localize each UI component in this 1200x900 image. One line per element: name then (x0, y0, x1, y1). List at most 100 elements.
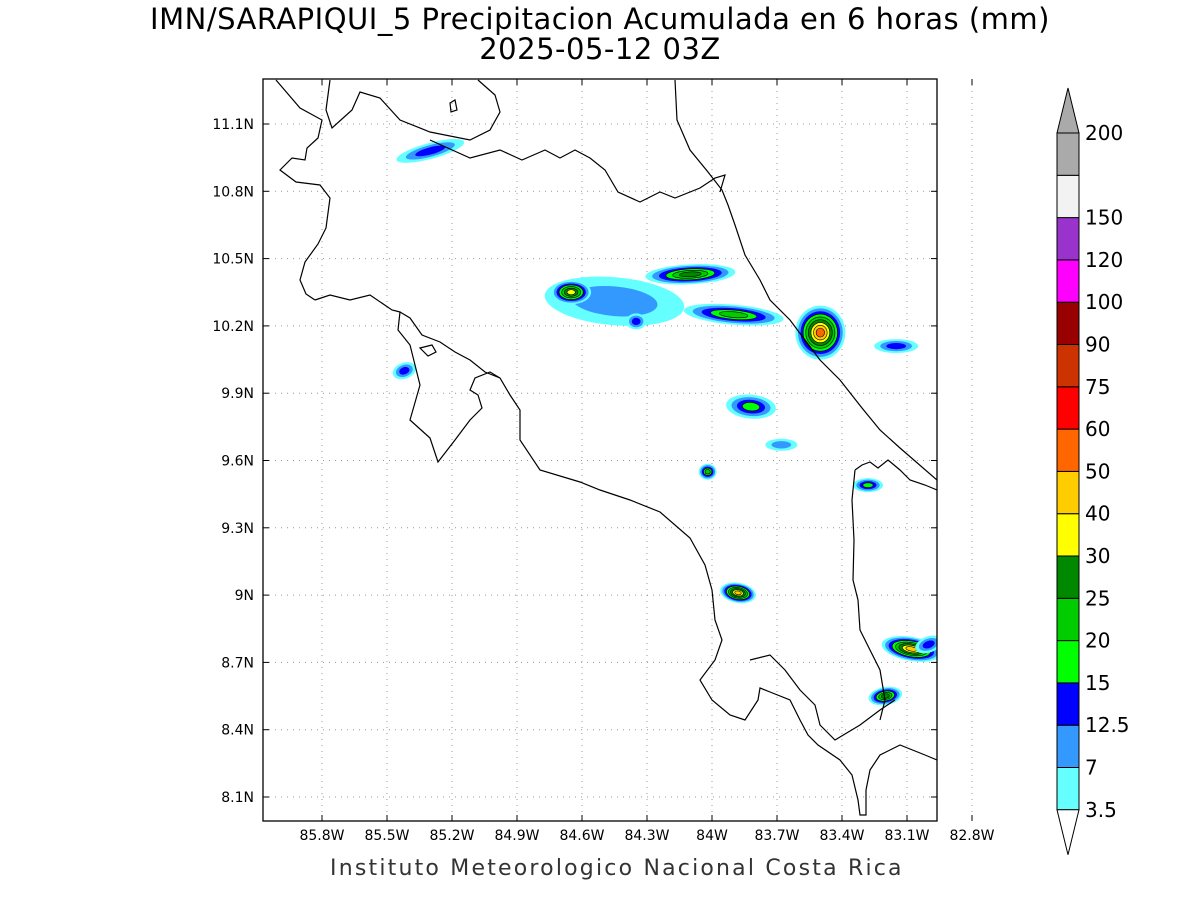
precip-contour (771, 441, 792, 449)
graticule (263, 79, 973, 821)
border-nicaragua (429, 139, 726, 203)
coast-nicaragua-north (325, 79, 501, 141)
lat-tick-label: 9.3N (221, 521, 254, 537)
precip-contour (983, 400, 1013, 440)
precip-contour (415, 145, 446, 157)
precipitation-field (392, 139, 1019, 730)
precip-cell (955, 639, 1019, 730)
lon-tick-label: 84.9W (494, 828, 539, 844)
precip-contour (970, 660, 1004, 709)
precip-cell (645, 264, 736, 285)
coast-osa (749, 654, 896, 741)
colorbar-label: 100 (1085, 290, 1123, 314)
precip-contour (815, 327, 825, 338)
colorbar-label: 25 (1085, 586, 1110, 610)
colorbar-over-arrow (1056, 87, 1080, 134)
colorbar-label: 60 (1085, 417, 1110, 441)
colorbar-swatch (1056, 470, 1080, 515)
coast-gulf-nicoya (399, 311, 501, 379)
coastline-nicaragua (275, 79, 331, 301)
colorbar-swatch (1056, 301, 1080, 346)
colorbar-swatch (1056, 597, 1080, 642)
colorbar-swatch (1056, 640, 1080, 684)
lat-tick-label: 10.5N (212, 252, 254, 268)
island-lake (418, 344, 437, 357)
colorbar-label: 20 (1085, 629, 1110, 653)
colorbar-label: 75 (1085, 375, 1110, 399)
precip-contour (977, 671, 996, 699)
precip-cell (853, 478, 883, 493)
map-datetime: 2025-05-12 03Z (479, 32, 721, 66)
precip-cell (392, 362, 416, 380)
colorbar-label: 120 (1085, 248, 1123, 272)
precip-contour (719, 311, 749, 319)
colorbar-under-arrow (1056, 809, 1080, 855)
map-border (262, 78, 938, 822)
lon-tick-label: 85.2W (429, 828, 474, 844)
lat-tick-label: 8.4N (221, 723, 254, 739)
lon-tick-label: 83.4W (819, 828, 864, 844)
lon-tick-label: 83.1W (884, 828, 929, 844)
lon-tick-label: 85.8W (299, 828, 344, 844)
lat-tick-label: 9.9N (221, 386, 254, 402)
precip-cell (726, 394, 776, 419)
precip-contour (566, 289, 576, 296)
colorbar-label: 40 (1085, 502, 1110, 526)
precip-cell (795, 305, 846, 360)
colorbar-swatch (1056, 344, 1080, 388)
border-panama (851, 459, 937, 721)
colorbar-swatch (1056, 217, 1080, 261)
precip-contour (631, 317, 641, 326)
coastline-pacific (314, 294, 937, 816)
lon-tick-label: 84W (696, 828, 728, 844)
precip-contour (981, 676, 993, 693)
precip-contour (963, 650, 1012, 720)
lat-tick-label: 10.2N (212, 319, 254, 335)
precip-contour (704, 469, 711, 475)
lon-tick-label: 85.5W (364, 828, 409, 844)
precip-cell (868, 686, 903, 706)
colorbar-swatch (1056, 513, 1080, 557)
lat-tick-label: 8.1N (221, 790, 254, 806)
precip-contour (959, 644, 1015, 725)
colorbar-label: 200 (1085, 121, 1123, 145)
colorbar-swatch (1056, 724, 1080, 769)
precip-contour (993, 413, 1003, 427)
precip-cell (396, 139, 465, 163)
precip-cell (983, 400, 1013, 440)
precip-cell (874, 339, 919, 354)
precip-contour (966, 655, 1008, 714)
lat-tick-label: 11.1N (212, 117, 254, 133)
precip-contour (862, 482, 874, 488)
lat-tick-label: 8.7N (221, 655, 254, 671)
colorbar-label: 150 (1085, 206, 1123, 230)
colorbar-swatch (1056, 682, 1080, 726)
precip-contour (955, 639, 1019, 730)
precip-contour (990, 409, 1007, 431)
precip-cell (720, 582, 756, 604)
lat-tick-label: 9N (235, 588, 254, 604)
precip-contour (974, 666, 1001, 704)
lon-tick-label: 84.3W (624, 828, 669, 844)
precip-contour (922, 640, 935, 649)
colorbar-label: 7 (1085, 756, 1098, 780)
precip-cell (551, 280, 592, 305)
colorbar-label: 12.5 (1085, 713, 1130, 737)
lon-tick-label: 84.6W (559, 828, 604, 844)
precip-cell (626, 313, 647, 330)
colorbar: 3.5 7 12.5 15 20 25 30 40 50 60 75 90 100 120 150 200 (1056, 87, 1130, 855)
precip-contour (399, 366, 410, 375)
colorbar-swatch (1056, 767, 1080, 811)
colorbar-label: 15 (1085, 671, 1110, 695)
precip-cell (698, 463, 717, 480)
colorbar-swatch (1056, 428, 1080, 472)
lat-tick-label: 10.8N (212, 184, 254, 200)
colorbar-label: 90 (1085, 333, 1110, 357)
coastlines (275, 79, 937, 816)
colorbar-label: 3.5 (1085, 798, 1117, 822)
coastline-caribbean (674, 79, 937, 481)
colorbar-label: 30 (1085, 544, 1110, 568)
colorbar-label: 50 (1085, 459, 1110, 483)
island-north (449, 99, 458, 113)
axis-labels: 85.8W 85.5W 85.2W 84.9W 84.6W 84.3W 84W 83.7W 83… (212, 79, 995, 844)
